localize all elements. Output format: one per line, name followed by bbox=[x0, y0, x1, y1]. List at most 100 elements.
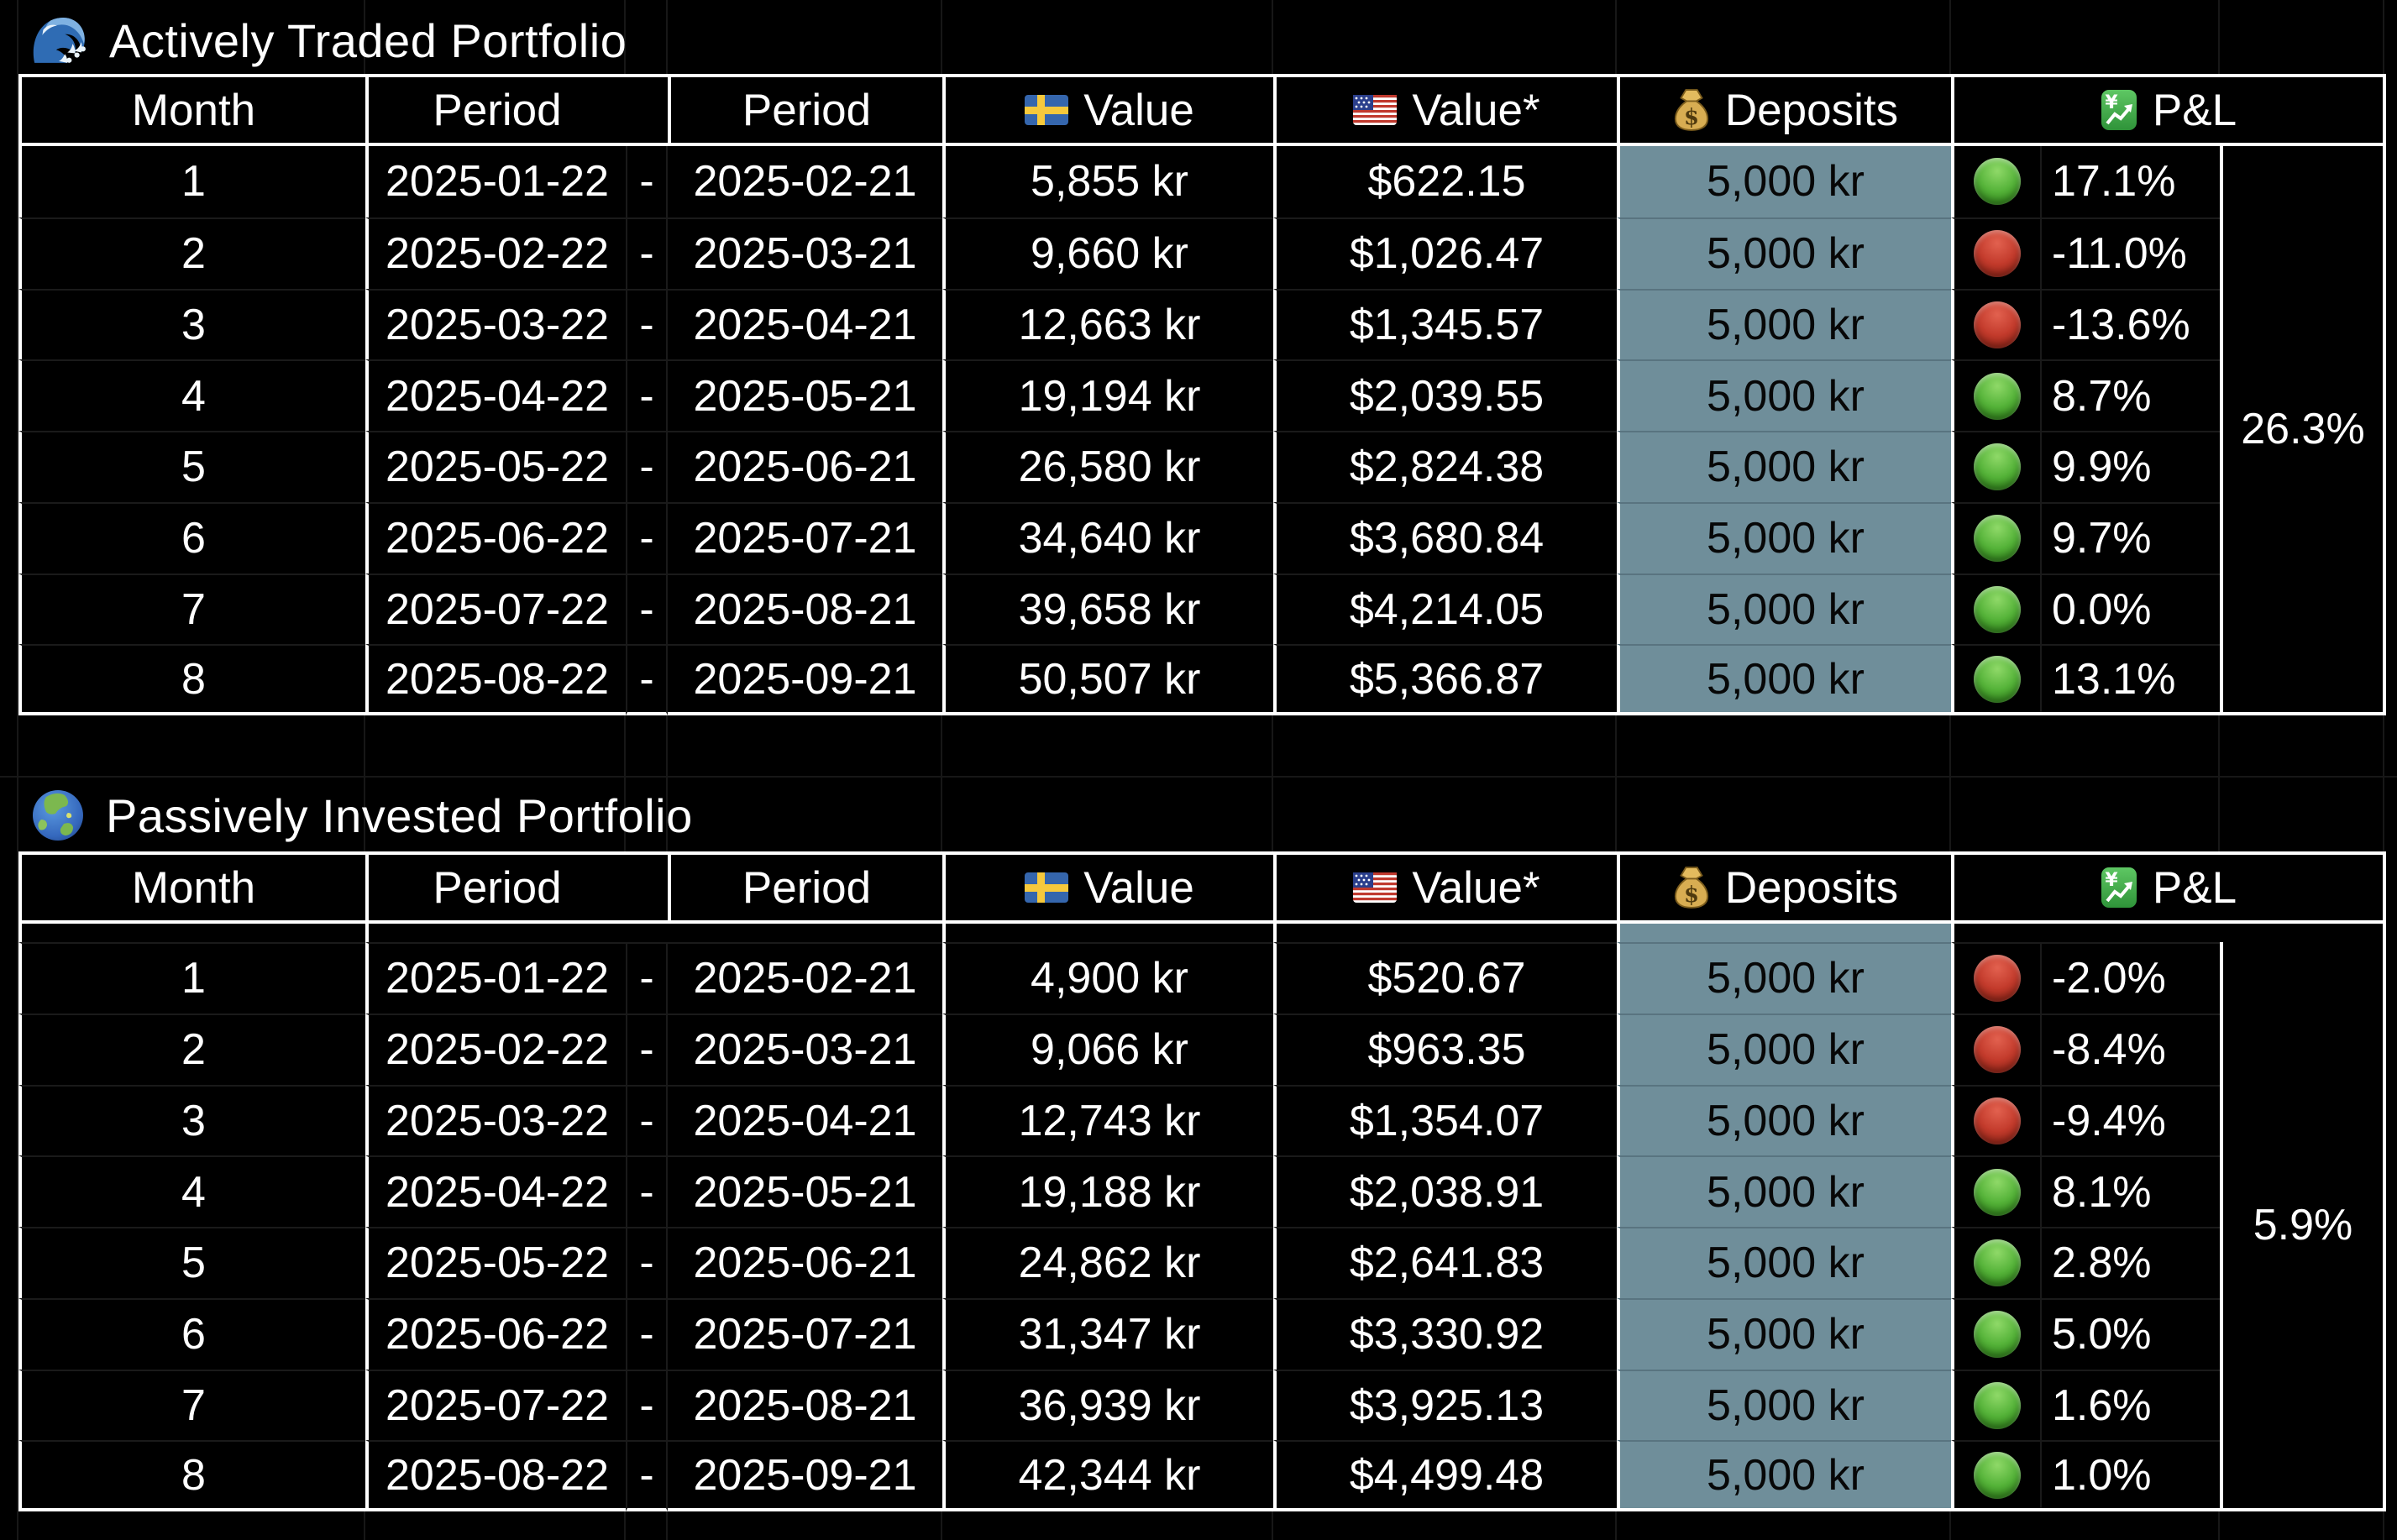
pnl-cell[interactable]: 1.6% bbox=[1951, 1369, 2220, 1441]
period-end-cell[interactable]: 2025-02-21 bbox=[668, 942, 942, 1014]
header-value-usd[interactable]: Value* bbox=[1273, 851, 1617, 924]
period-end-cell[interactable]: 2025-04-21 bbox=[668, 288, 942, 360]
value-usd-cell[interactable]: $5,366.87 bbox=[1273, 644, 1617, 715]
value-sek-cell[interactable]: 26,580 kr bbox=[942, 431, 1273, 502]
value-usd-cell[interactable]: $3,330.92 bbox=[1273, 1297, 1617, 1370]
value-usd-cell[interactable]: $622.15 bbox=[1273, 146, 1617, 217]
deposit-cell[interactable]: 5,000 kr bbox=[1617, 1155, 1951, 1227]
deposit-cell[interactable]: 5,000 kr bbox=[1617, 644, 1951, 715]
deposit-cell[interactable]: 5,000 kr bbox=[1617, 146, 1951, 217]
pnl-cell[interactable]: -8.4% bbox=[1951, 1013, 2220, 1085]
header-deposits[interactable]: $ Deposits bbox=[1617, 74, 1951, 146]
value-sek-cell[interactable]: 9,660 kr bbox=[942, 217, 1273, 289]
header-pnl[interactable]: ¥ P&L bbox=[1951, 851, 2386, 924]
month-cell[interactable]: 2 bbox=[18, 217, 365, 289]
deposit-cell[interactable]: 5,000 kr bbox=[1617, 359, 1951, 431]
value-sek-cell[interactable]: 12,663 kr bbox=[942, 288, 1273, 360]
value-usd-cell[interactable]: $2,824.38 bbox=[1273, 431, 1617, 502]
period-end-cell[interactable]: 2025-04-21 bbox=[668, 1084, 942, 1156]
value-sek-cell[interactable]: 9,066 kr bbox=[942, 1013, 1273, 1085]
month-cell[interactable]: 4 bbox=[18, 1155, 365, 1227]
period-start-cell[interactable]: 2025-07-22 bbox=[365, 573, 626, 645]
pnl-cell[interactable]: -11.0% bbox=[1951, 217, 2220, 289]
value-sek-cell[interactable]: 36,939 kr bbox=[942, 1369, 1273, 1441]
month-cell[interactable]: 7 bbox=[18, 573, 365, 645]
value-sek-cell[interactable]: 4,900 kr bbox=[942, 942, 1273, 1014]
header-period-start[interactable]: Period bbox=[365, 74, 668, 146]
pnl-cell[interactable]: -13.6% bbox=[1951, 288, 2220, 360]
month-cell[interactable]: 3 bbox=[18, 288, 365, 360]
period-end-cell[interactable]: 2025-09-21 bbox=[668, 644, 942, 715]
pnl-cell[interactable]: 9.7% bbox=[1951, 501, 2220, 574]
value-sek-cell[interactable]: 50,507 kr bbox=[942, 644, 1273, 715]
period-end-cell[interactable]: 2025-08-21 bbox=[668, 573, 942, 645]
header-pnl[interactable]: ¥ P&L bbox=[1951, 74, 2386, 146]
value-usd-cell[interactable]: $2,641.83 bbox=[1273, 1227, 1617, 1298]
month-cell[interactable]: 2 bbox=[18, 1013, 365, 1085]
month-cell[interactable]: 1 bbox=[18, 146, 365, 217]
period-separator-cell[interactable]: - bbox=[626, 501, 668, 574]
header-month[interactable]: Month bbox=[18, 74, 365, 146]
value-sek-cell[interactable]: 19,194 kr bbox=[942, 359, 1273, 431]
pnl-cell[interactable]: 8.1% bbox=[1951, 1155, 2220, 1227]
period-end-cell[interactable]: 2025-06-21 bbox=[668, 1227, 942, 1298]
period-separator-cell[interactable]: - bbox=[626, 431, 668, 502]
period-separator-cell[interactable]: - bbox=[626, 644, 668, 715]
period-end-cell[interactable]: 2025-05-21 bbox=[668, 1155, 942, 1227]
period-separator-cell[interactable]: - bbox=[626, 573, 668, 645]
header-month[interactable]: Month bbox=[18, 851, 365, 924]
month-cell[interactable]: 8 bbox=[18, 644, 365, 715]
period-end-cell[interactable]: 2025-03-21 bbox=[668, 217, 942, 289]
month-cell[interactable]: 3 bbox=[18, 1084, 365, 1156]
period-start-cell[interactable]: 2025-06-22 bbox=[365, 501, 626, 574]
month-cell[interactable]: 1 bbox=[18, 942, 365, 1014]
deposit-cell[interactable]: 5,000 kr bbox=[1617, 1013, 1951, 1085]
value-usd-cell[interactable]: $3,680.84 bbox=[1273, 501, 1617, 574]
period-start-cell[interactable]: 2025-08-22 bbox=[365, 644, 626, 715]
deposit-cell[interactable]: 5,000 kr bbox=[1617, 1369, 1951, 1441]
value-sek-cell[interactable]: 31,347 kr bbox=[942, 1297, 1273, 1370]
period-separator-cell[interactable]: - bbox=[626, 1013, 668, 1085]
month-cell[interactable]: 6 bbox=[18, 501, 365, 574]
deposit-cell[interactable]: 5,000 kr bbox=[1617, 217, 1951, 289]
month-cell[interactable]: 8 bbox=[18, 1440, 365, 1511]
period-separator-cell[interactable]: - bbox=[626, 942, 668, 1014]
period-separator-cell[interactable]: - bbox=[626, 1227, 668, 1298]
period-separator-cell[interactable]: - bbox=[626, 359, 668, 431]
period-separator-cell[interactable]: - bbox=[626, 1297, 668, 1370]
value-sek-cell[interactable]: 42,344 kr bbox=[942, 1440, 1273, 1511]
period-start-cell[interactable]: 2025-02-22 bbox=[365, 217, 626, 289]
period-end-cell[interactable]: 2025-03-21 bbox=[668, 1013, 942, 1085]
deposit-cell[interactable]: 5,000 kr bbox=[1617, 288, 1951, 360]
deposit-cell[interactable]: 5,000 kr bbox=[1617, 573, 1951, 645]
period-separator-cell[interactable]: - bbox=[626, 1440, 668, 1511]
deposit-cell[interactable]: 5,000 kr bbox=[1617, 431, 1951, 502]
deposit-cell[interactable]: 5,000 kr bbox=[1617, 942, 1951, 1014]
table-title-row[interactable]: Actively Traded Portfolio bbox=[18, 7, 2386, 74]
header-value-sek[interactable]: Value bbox=[942, 74, 1273, 146]
value-usd-cell[interactable]: $1,026.47 bbox=[1273, 217, 1617, 289]
header-deposits[interactable]: $ Deposits bbox=[1617, 851, 1951, 924]
pnl-cell[interactable]: 8.7% bbox=[1951, 359, 2220, 431]
value-usd-cell[interactable]: $520.67 bbox=[1273, 942, 1617, 1014]
pnl-cell[interactable]: 2.8% bbox=[1951, 1227, 2220, 1298]
deposit-cell[interactable]: 5,000 kr bbox=[1617, 501, 1951, 574]
period-start-cell[interactable]: 2025-03-22 bbox=[365, 288, 626, 360]
period-end-cell[interactable]: 2025-06-21 bbox=[668, 431, 942, 502]
pnl-cell[interactable]: 13.1% bbox=[1951, 644, 2220, 715]
period-separator-cell[interactable]: - bbox=[626, 1369, 668, 1441]
value-sek-cell[interactable]: 12,743 kr bbox=[942, 1084, 1273, 1156]
period-start-cell[interactable]: 2025-01-22 bbox=[365, 146, 626, 217]
value-usd-cell[interactable]: $3,925.13 bbox=[1273, 1369, 1617, 1441]
value-usd-cell[interactable]: $2,038.91 bbox=[1273, 1155, 1617, 1227]
period-start-cell[interactable]: 2025-06-22 bbox=[365, 1297, 626, 1370]
period-start-cell[interactable]: 2025-08-22 bbox=[365, 1440, 626, 1511]
value-usd-cell[interactable]: $1,345.57 bbox=[1273, 288, 1617, 360]
period-end-cell[interactable]: 2025-07-21 bbox=[668, 501, 942, 574]
value-usd-cell[interactable]: $1,354.07 bbox=[1273, 1084, 1617, 1156]
period-separator-cell[interactable]: - bbox=[626, 217, 668, 289]
value-usd-cell[interactable]: $963.35 bbox=[1273, 1013, 1617, 1085]
deposit-cell[interactable]: 5,000 kr bbox=[1617, 1084, 1951, 1156]
deposit-cell[interactable]: 5,000 kr bbox=[1617, 1440, 1951, 1511]
period-separator-cell[interactable]: - bbox=[626, 146, 668, 217]
